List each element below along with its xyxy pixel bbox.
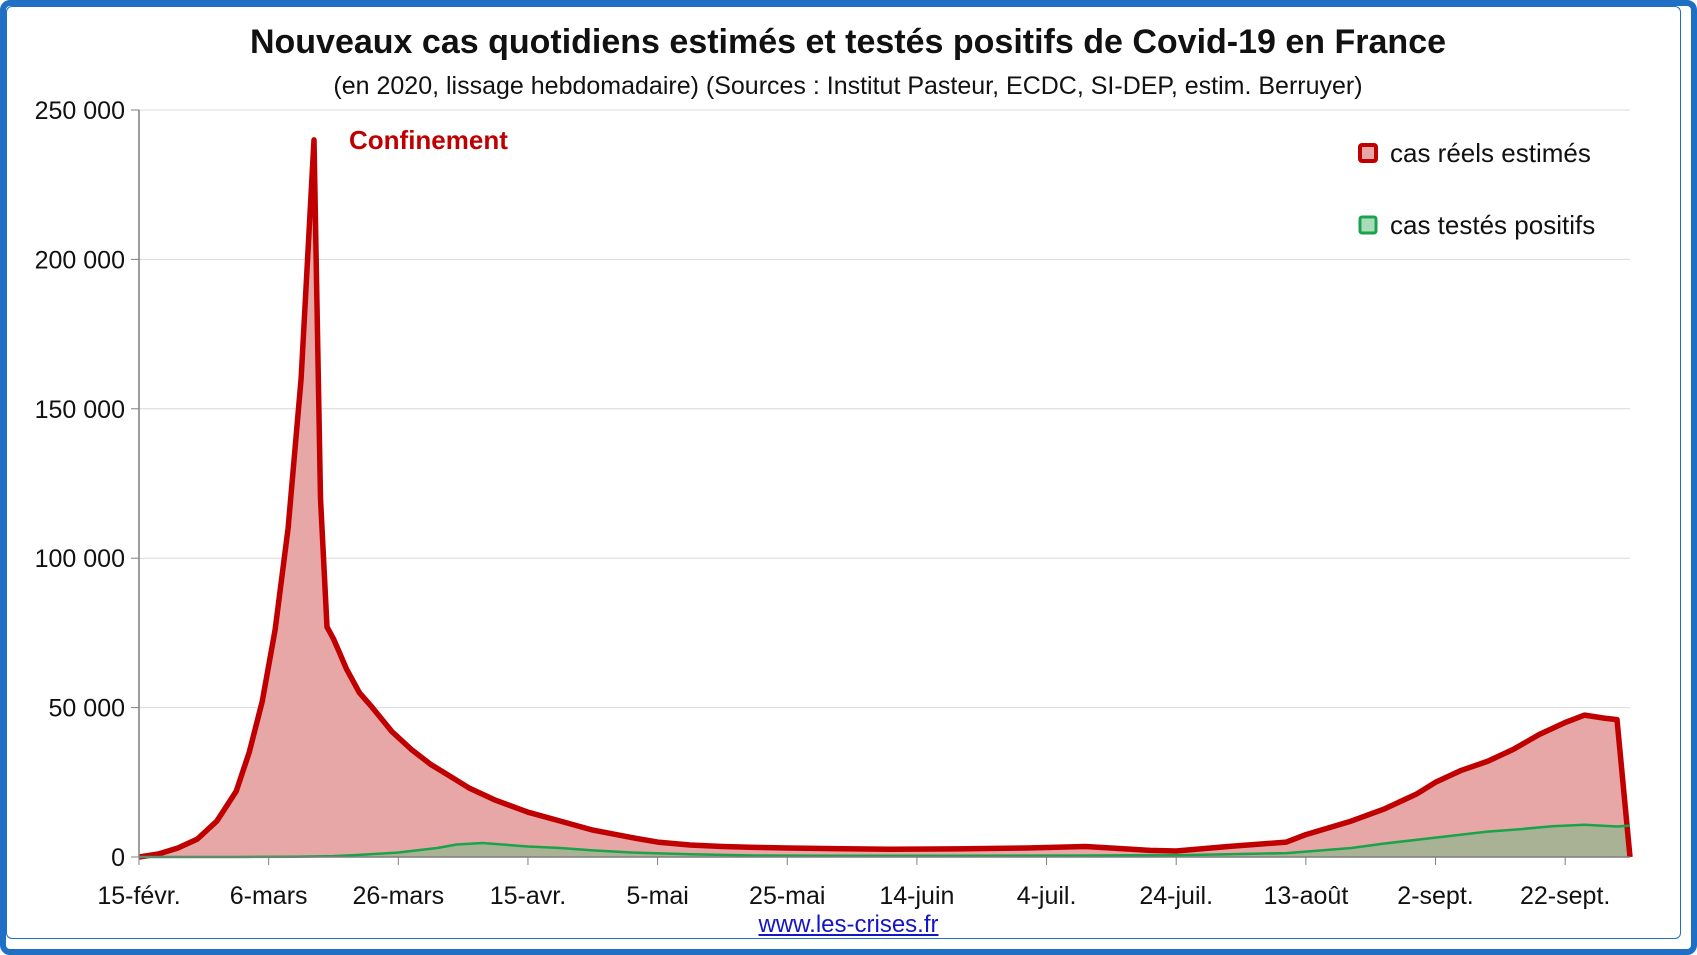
x-tick-label-1: 6-mars [230,882,308,910]
axes [138,110,1630,865]
y-tick-label-1: 50 000 [49,695,125,723]
series-layer [138,137,1633,860]
y-tick-label-3: 150 000 [35,396,125,424]
x-tick-label-6: 14-juin [879,882,954,910]
annotation-confinement: Confinement [349,125,508,155]
y-tick-label-2: 100 000 [35,545,125,573]
x-tick-label-3: 15-avr. [490,882,566,910]
legend-label-cas-reels: cas réels estimés [1390,138,1591,168]
x-tick-label-7: 4-juil. [1017,882,1077,910]
chart-frame-inner [6,6,1681,939]
x-tick-label-2: 26-mars [352,882,444,910]
y-axis-tick-labels: 0 50 000 100 000 150 000 200 000 250 000 [35,97,125,872]
y-tick-label-0: 0 [111,844,125,872]
x-tick-label-8: 24-juil. [1139,882,1213,910]
series-cas-reels-line [138,137,1633,860]
x-tick-label-4: 5-mai [626,882,689,910]
x-tick-label-11: 22-sept. [1520,882,1610,910]
x-axis-tick-labels: 15-févr. 6-mars 26-mars 15-avr. 5-mai 25-mai 1… [97,882,1610,910]
series-cas-testes-line [139,823,1631,859]
x-tick-label-5: 25-mai [749,882,825,910]
legend-label-cas-testes: cas testés positifs [1390,210,1595,240]
x-tick-label-10: 2-sept. [1397,882,1473,910]
series-cas-testes-area [139,824,1630,857]
source-link[interactable]: www.les-crises.fr [758,911,939,938]
legend: cas réels estimés cas testés positifs [1358,138,1595,240]
chart-subtitle: (en 2020, lissage hebdomadaire) (Sources… [333,72,1362,100]
gridlines [131,109,1630,858]
y-tick-label-4: 200 000 [35,246,125,274]
legend-swatch-cas-testes [1358,215,1378,235]
legend-swatch-cas-reels [1358,143,1378,163]
y-tick-label-5: 250 000 [35,97,125,125]
x-tick-label-9: 13-août [1263,882,1348,910]
x-tick-label-0: 15-févr. [97,882,180,910]
series-cas-reels-area [139,139,1630,857]
chart-title: Nouveaux cas quotidiens estimés et testé… [250,23,1446,61]
